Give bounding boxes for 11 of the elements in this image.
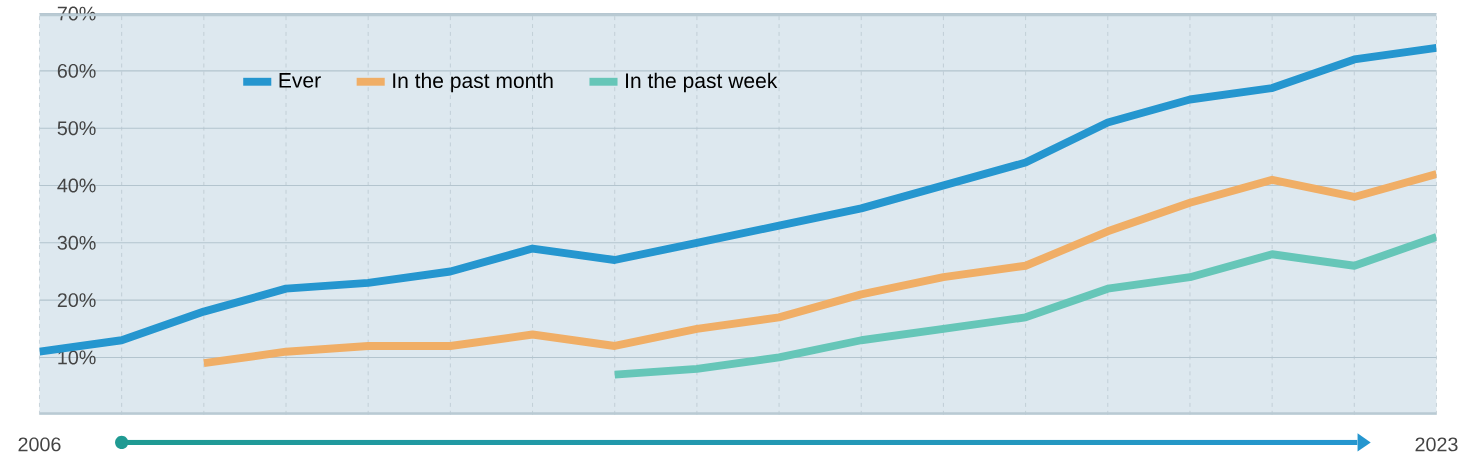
y-tick-label: 20% xyxy=(57,292,96,307)
y-tick-label: 30% xyxy=(57,235,96,250)
legend-label: Ever xyxy=(279,72,321,88)
x-tick-label: 2006 xyxy=(18,437,61,452)
legend-label: In the past month xyxy=(393,72,553,93)
y-tick-label: 60% xyxy=(57,63,96,78)
y-tick-label: 10% xyxy=(58,350,96,365)
y-tick-label: 40% xyxy=(57,178,96,193)
legend-label: In the past week xyxy=(626,72,778,93)
x-tick-label: 2023 xyxy=(1415,437,1458,452)
y-tick-label: 50% xyxy=(57,121,96,135)
